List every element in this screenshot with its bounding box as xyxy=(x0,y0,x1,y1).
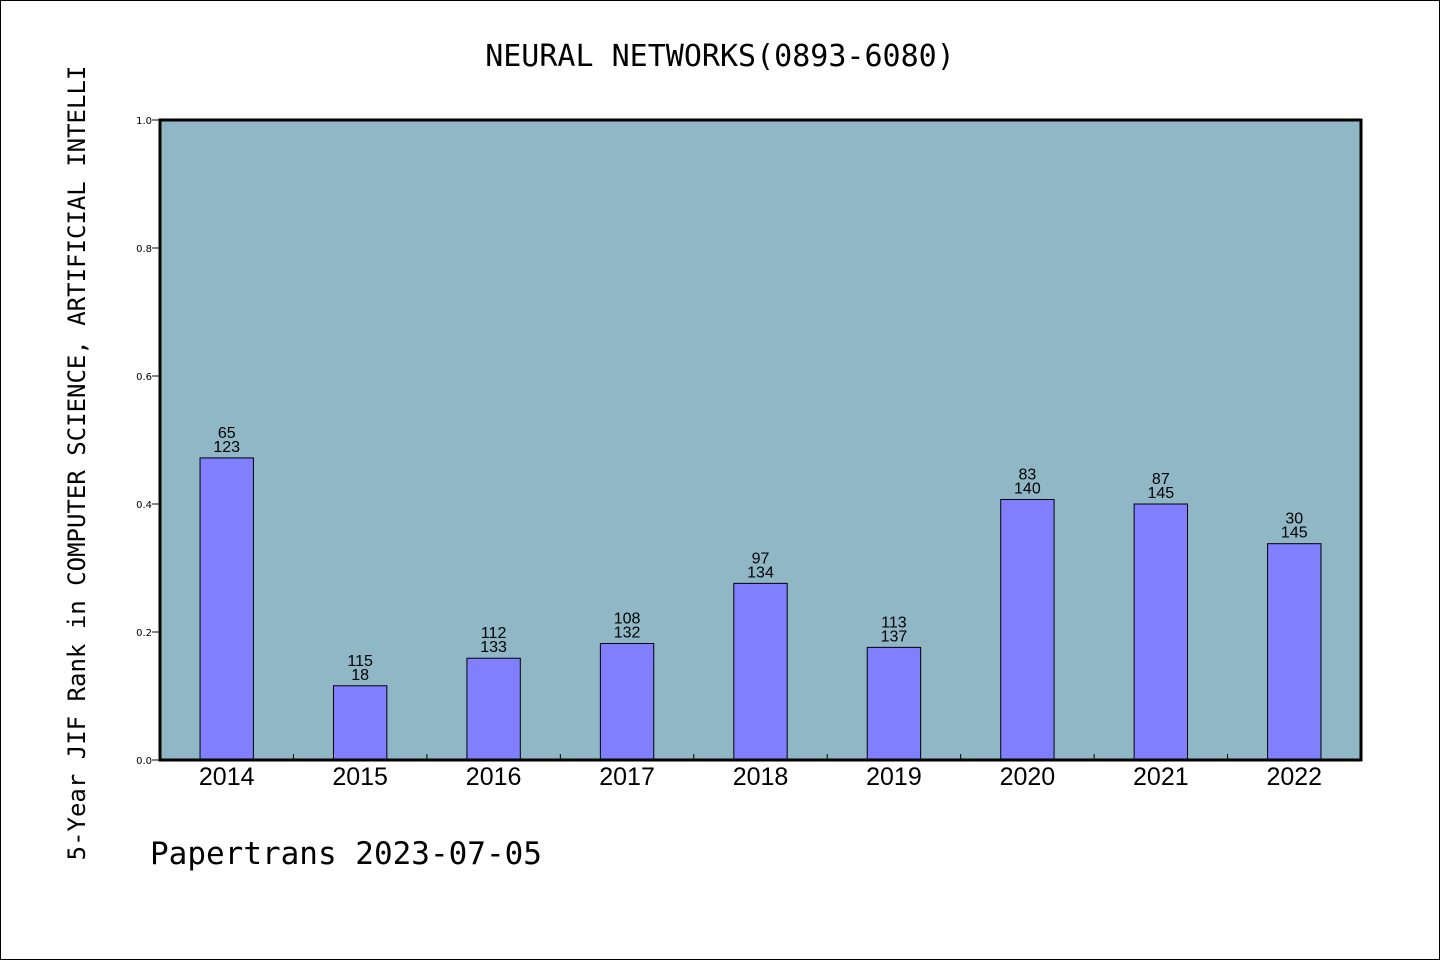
x-tick-label: 2018 xyxy=(733,763,789,791)
data-label-bottom: 137 xyxy=(881,628,908,645)
data-label-bottom: 145 xyxy=(1281,525,1308,542)
y-tick-label: 0.0 xyxy=(136,756,152,767)
data-label-bottom: 134 xyxy=(747,564,774,581)
y-tick-label: 0.6 xyxy=(136,372,152,383)
data-label-bottom: 140 xyxy=(1014,481,1041,498)
y-tick-label: 1.0 xyxy=(136,116,152,127)
bar-2018 xyxy=(733,582,788,761)
bar-2022 xyxy=(1267,543,1322,761)
y-tick-label: 0.4 xyxy=(136,500,152,511)
data-label-bottom: 123 xyxy=(213,439,240,456)
y-tick-label: 0.2 xyxy=(136,628,152,639)
x-tick-label: 2022 xyxy=(1266,763,1322,791)
x-tick-label: 2016 xyxy=(466,763,522,791)
y-axis-label: 5-Year JIF Rank in COMPUTER SCIENCE, ART… xyxy=(63,66,91,861)
bar-2017 xyxy=(599,643,655,761)
data-label-top: 113 xyxy=(881,614,907,631)
data-label-top: 30 xyxy=(1285,511,1303,528)
data-label-top: 87 xyxy=(1152,471,1170,488)
data-label-top: 65 xyxy=(218,425,236,442)
bar-2014 xyxy=(199,457,254,761)
data-label-top: 108 xyxy=(614,611,641,628)
data-label-bottom: 18 xyxy=(351,667,369,684)
bar-2015 xyxy=(332,685,388,761)
data-label-top: 112 xyxy=(481,625,507,642)
data-label-top: 97 xyxy=(752,550,770,567)
x-tick-label: 2019 xyxy=(866,763,922,791)
x-tick-label: 2021 xyxy=(1133,763,1189,791)
x-tick-label: 2014 xyxy=(199,763,255,791)
data-label-top: 115 xyxy=(347,653,373,670)
chart-title: NEURAL NETWORKS(0893-6080) xyxy=(485,39,955,74)
data-label-top: 83 xyxy=(1018,467,1036,484)
footer-credit: Papertrans 2023-07-05 xyxy=(150,836,542,872)
data-label-bottom: 145 xyxy=(1147,485,1174,502)
bar-2020 xyxy=(1000,499,1055,761)
data-label-bottom: 133 xyxy=(480,639,507,656)
y-tick-label: 0.8 xyxy=(136,244,152,255)
x-tick-label: 2020 xyxy=(1000,763,1056,791)
x-tick-label: 2015 xyxy=(332,763,388,791)
x-tick-label: 2017 xyxy=(599,763,655,791)
plot-border xyxy=(158,118,1363,762)
bar-2016 xyxy=(466,657,521,761)
bar-2019 xyxy=(866,646,922,761)
data-label-bottom: 132 xyxy=(614,625,641,642)
bar-2021 xyxy=(1133,503,1189,761)
